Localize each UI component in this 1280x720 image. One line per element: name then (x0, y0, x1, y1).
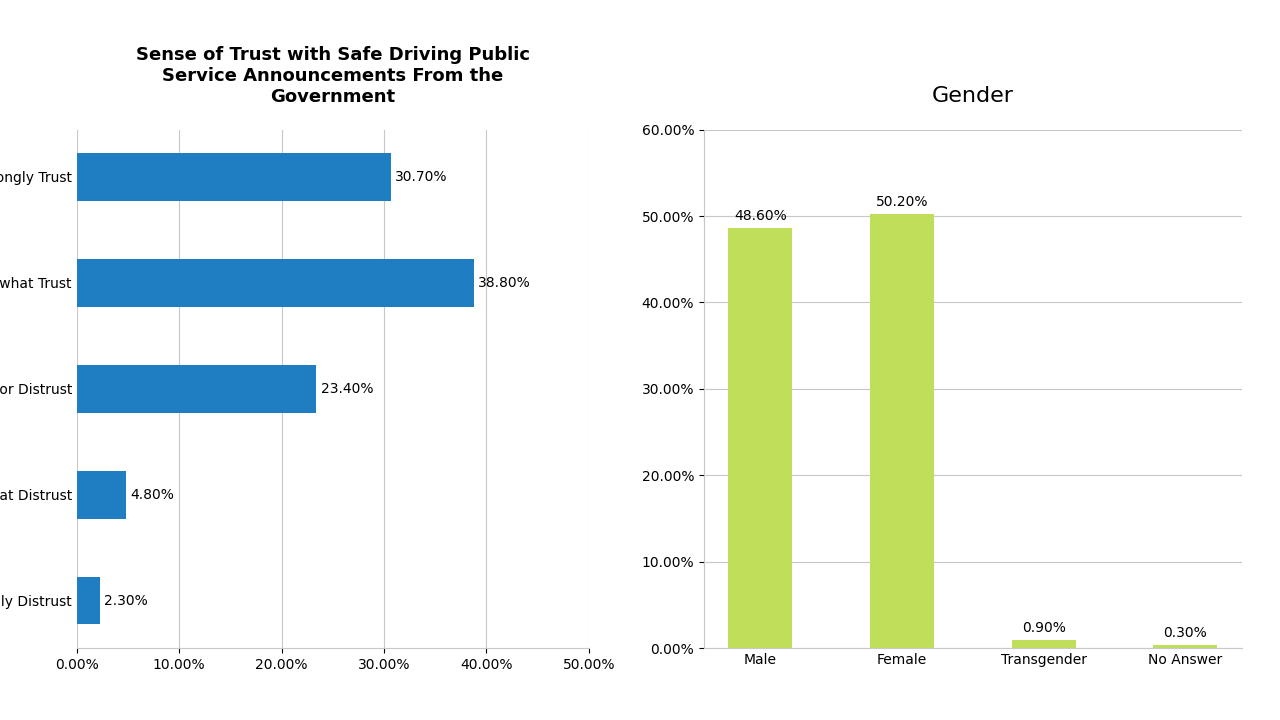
Text: 0.30%: 0.30% (1164, 626, 1207, 640)
Text: 4.80%: 4.80% (131, 487, 174, 502)
Bar (1153, 645, 1217, 648)
Bar (77, 471, 125, 518)
Text: 38.80%: 38.80% (479, 276, 531, 290)
Bar (1011, 640, 1075, 648)
Title: Sense of Trust with Safe Driving Public
Service Announcements From the
Governmen: Sense of Trust with Safe Driving Public … (136, 46, 530, 106)
Bar (77, 153, 392, 201)
Text: 50.20%: 50.20% (876, 195, 928, 209)
Title: Gender: Gender (932, 86, 1014, 106)
Bar (870, 215, 934, 648)
Bar (77, 259, 474, 307)
Text: 48.60%: 48.60% (733, 209, 787, 223)
Bar (77, 577, 100, 624)
Text: 30.70%: 30.70% (396, 170, 448, 184)
Bar (728, 228, 792, 648)
Text: 2.30%: 2.30% (105, 593, 148, 608)
Text: 0.90%: 0.90% (1021, 621, 1065, 635)
Text: 23.40%: 23.40% (320, 382, 372, 396)
Bar (77, 365, 316, 413)
